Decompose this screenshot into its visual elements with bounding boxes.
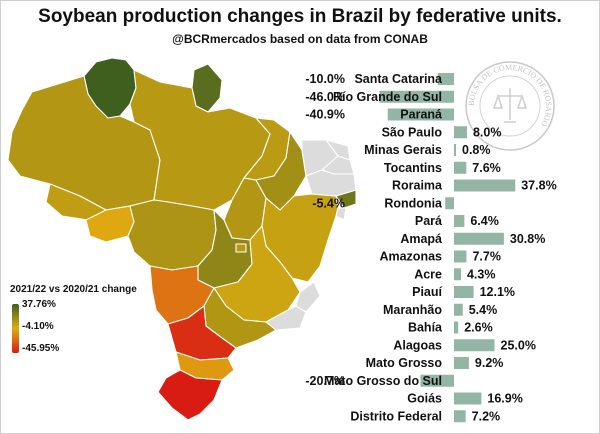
value-label-distrito-federal: 7.2%: [472, 409, 501, 423]
value-label-minas-gerais: 0.8%: [462, 143, 491, 157]
category-label-minas-gerais: Minas Gerais: [364, 143, 442, 157]
value-label-acre: 4.3%: [467, 267, 496, 281]
value-label-bahia: 2.6%: [464, 321, 493, 335]
category-label-santa-catarina: Santa Catarina: [354, 72, 443, 86]
bar-amazonas: [454, 251, 466, 263]
bar-alagoas: [454, 339, 495, 351]
value-label-mato-grosso-do-sul: -20.7%: [305, 374, 345, 388]
bar-maranhao: [454, 304, 463, 316]
value-label-maranhao: 5.4%: [469, 303, 498, 317]
bar-chart: Santa Catarina -10.0% Río Grande do Sul-46…: [0, 0, 600, 434]
bar-rondonia: [445, 197, 454, 209]
bar-goias: [454, 393, 481, 405]
value-label-santa-catarina: -10.0%: [305, 72, 345, 86]
category-label-goias: Goiás: [407, 392, 442, 406]
bar-roraima: [454, 180, 515, 192]
bar-tocantins: [454, 162, 466, 174]
category-label-distrito-federal: Distrito Federal: [350, 409, 442, 423]
category-label-amapa: Amapá: [400, 232, 442, 246]
value-label-mato-grosso: 9.2%: [475, 356, 504, 370]
category-label-parana: Paraná: [400, 108, 442, 122]
value-label-para: 6.4%: [470, 214, 499, 228]
category-label-rio-grande-do-sul: Río Grande do Sul: [333, 90, 442, 104]
bar-distrito-federal: [454, 410, 466, 422]
value-label-rondonia: -5.4%: [312, 196, 345, 210]
category-label-piaui: Piauí: [412, 285, 442, 299]
value-label-rio-grande-do-sul: -46.0%: [305, 90, 345, 104]
category-label-sao-paulo: São Paulo: [382, 125, 443, 139]
category-label-para: Pará: [415, 214, 442, 228]
category-label-maranhao: Maranhão: [383, 303, 442, 317]
category-label-roraima: Roraima: [392, 179, 443, 193]
value-label-amapa: 30.8%: [510, 232, 545, 246]
category-label-bahia: Bahía: [408, 321, 443, 335]
category-label-rondonia: Rondonia: [384, 196, 443, 210]
category-label-mato-grosso: Mato Grosso: [366, 356, 443, 370]
value-label-roraima: 37.8%: [521, 179, 556, 193]
bar-sao-paulo: [454, 126, 467, 138]
value-label-goias: 16.9%: [487, 392, 522, 406]
bar-mato-grosso: [454, 357, 469, 369]
value-label-parana: -40.9%: [305, 108, 345, 122]
category-label-tocantins: Tocantins: [384, 161, 442, 175]
value-label-piaui: 12.1%: [480, 285, 515, 299]
category-label-alagoas: Alagoas: [393, 338, 442, 352]
category-label-amazonas: Amazonas: [379, 250, 442, 264]
value-label-tocantins: 7.6%: [472, 161, 501, 175]
value-label-alagoas: 25.0%: [501, 338, 536, 352]
value-label-sao-paulo: 8.0%: [473, 125, 502, 139]
bar-acre: [454, 268, 461, 280]
value-label-amazonas: 7.7%: [472, 250, 501, 264]
bar-piaui: [454, 286, 474, 298]
bar-para: [454, 215, 464, 227]
bar-amapa: [454, 233, 504, 245]
bar-bahia: [454, 322, 458, 334]
category-label-acre: Acre: [414, 267, 442, 281]
bar-minas-gerais: [454, 144, 456, 156]
